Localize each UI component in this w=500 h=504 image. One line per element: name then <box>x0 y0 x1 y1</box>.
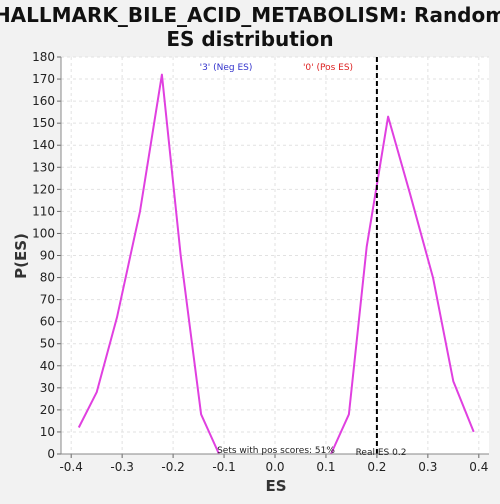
y-tick-label: 150 <box>32 116 55 130</box>
es-distribution-series-2 <box>330 115 475 455</box>
chart-title-line-1: HALLMARK_BILE_ACID_METABOLISM: Random <box>0 3 500 27</box>
legend-entry-pos: '0' (Pos ES) <box>303 63 353 73</box>
x-tick-label: 0.3 <box>418 460 437 474</box>
y-tick-label: 70 <box>40 293 55 307</box>
series-layer <box>77 73 475 455</box>
y-tick-label: 80 <box>40 271 55 285</box>
x-tick-label: 0.2 <box>367 460 386 474</box>
y-tick-label: 120 <box>32 182 55 196</box>
x-tick-label: -0.2 <box>161 460 184 474</box>
y-tick-label: 180 <box>32 50 55 64</box>
x-axis-label: ES <box>265 477 286 495</box>
y-tick-label: 130 <box>32 160 55 174</box>
y-tick-label: 60 <box>40 315 55 329</box>
y-axis-label: P(ES) <box>12 233 30 279</box>
y-tick-label: 50 <box>40 337 55 351</box>
x-tick-label: -0.1 <box>212 460 235 474</box>
real-es-label: Real ES 0.2 <box>356 448 407 458</box>
x-tick-label: -0.4 <box>59 460 82 474</box>
x-tick-label: 0.1 <box>316 460 335 474</box>
grid-lines <box>61 56 489 455</box>
y-tick-label: 110 <box>32 204 55 218</box>
es-distribution-series-1 <box>77 73 220 455</box>
x-tick-label: -0.3 <box>110 460 133 474</box>
y-tick-label: 140 <box>32 138 55 152</box>
legend-entry-neg: '3' (Neg ES) <box>200 63 253 73</box>
pos-scores-note: Sets with pos scores: 51% <box>217 446 335 456</box>
y-tick-label: 160 <box>32 94 55 108</box>
y-tick-label: 20 <box>40 403 55 417</box>
y-tick-label: 90 <box>40 249 55 263</box>
x-tick-label: 0.4 <box>469 460 488 474</box>
y-tick-label: 0 <box>47 447 55 461</box>
y-tick-label: 170 <box>32 72 55 86</box>
axes: 0 10 20 30 40 50 60 70 80 90 100 110 120 130 140 150 160… <box>32 50 489 474</box>
x-tick-label: 0.0 <box>265 460 284 474</box>
chart-title-line-2: ES distribution <box>166 27 333 51</box>
y-tick-label: 40 <box>40 359 55 373</box>
y-tick-label: 30 <box>40 381 55 395</box>
y-tick-label: 10 <box>40 425 55 439</box>
y-tick-label: 100 <box>32 226 55 240</box>
